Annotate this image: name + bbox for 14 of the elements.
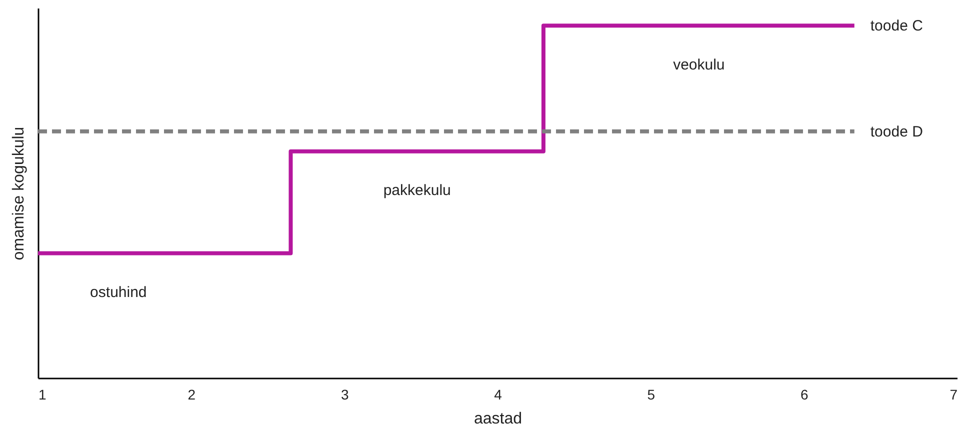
annotation: veokulu — [673, 56, 725, 74]
x-tick-label: 5 — [647, 386, 656, 402]
annotation: ostuhind — [90, 284, 147, 302]
y-axis-title: omamise kogukulu — [10, 126, 28, 260]
x-tick-label: 6 — [800, 386, 808, 402]
x-tick-label: 1 — [38, 386, 46, 402]
x-tick-label: 7 — [950, 386, 958, 402]
series-label: toode D — [870, 123, 924, 140]
x-axis-title: aastad — [474, 410, 522, 428]
annotation: pakkekulu — [383, 182, 451, 200]
x-tick-label: 3 — [340, 386, 349, 402]
series-label: toode C — [870, 18, 924, 35]
x-tick-label: 2 — [188, 386, 196, 402]
x-tick-label: 4 — [494, 386, 502, 402]
